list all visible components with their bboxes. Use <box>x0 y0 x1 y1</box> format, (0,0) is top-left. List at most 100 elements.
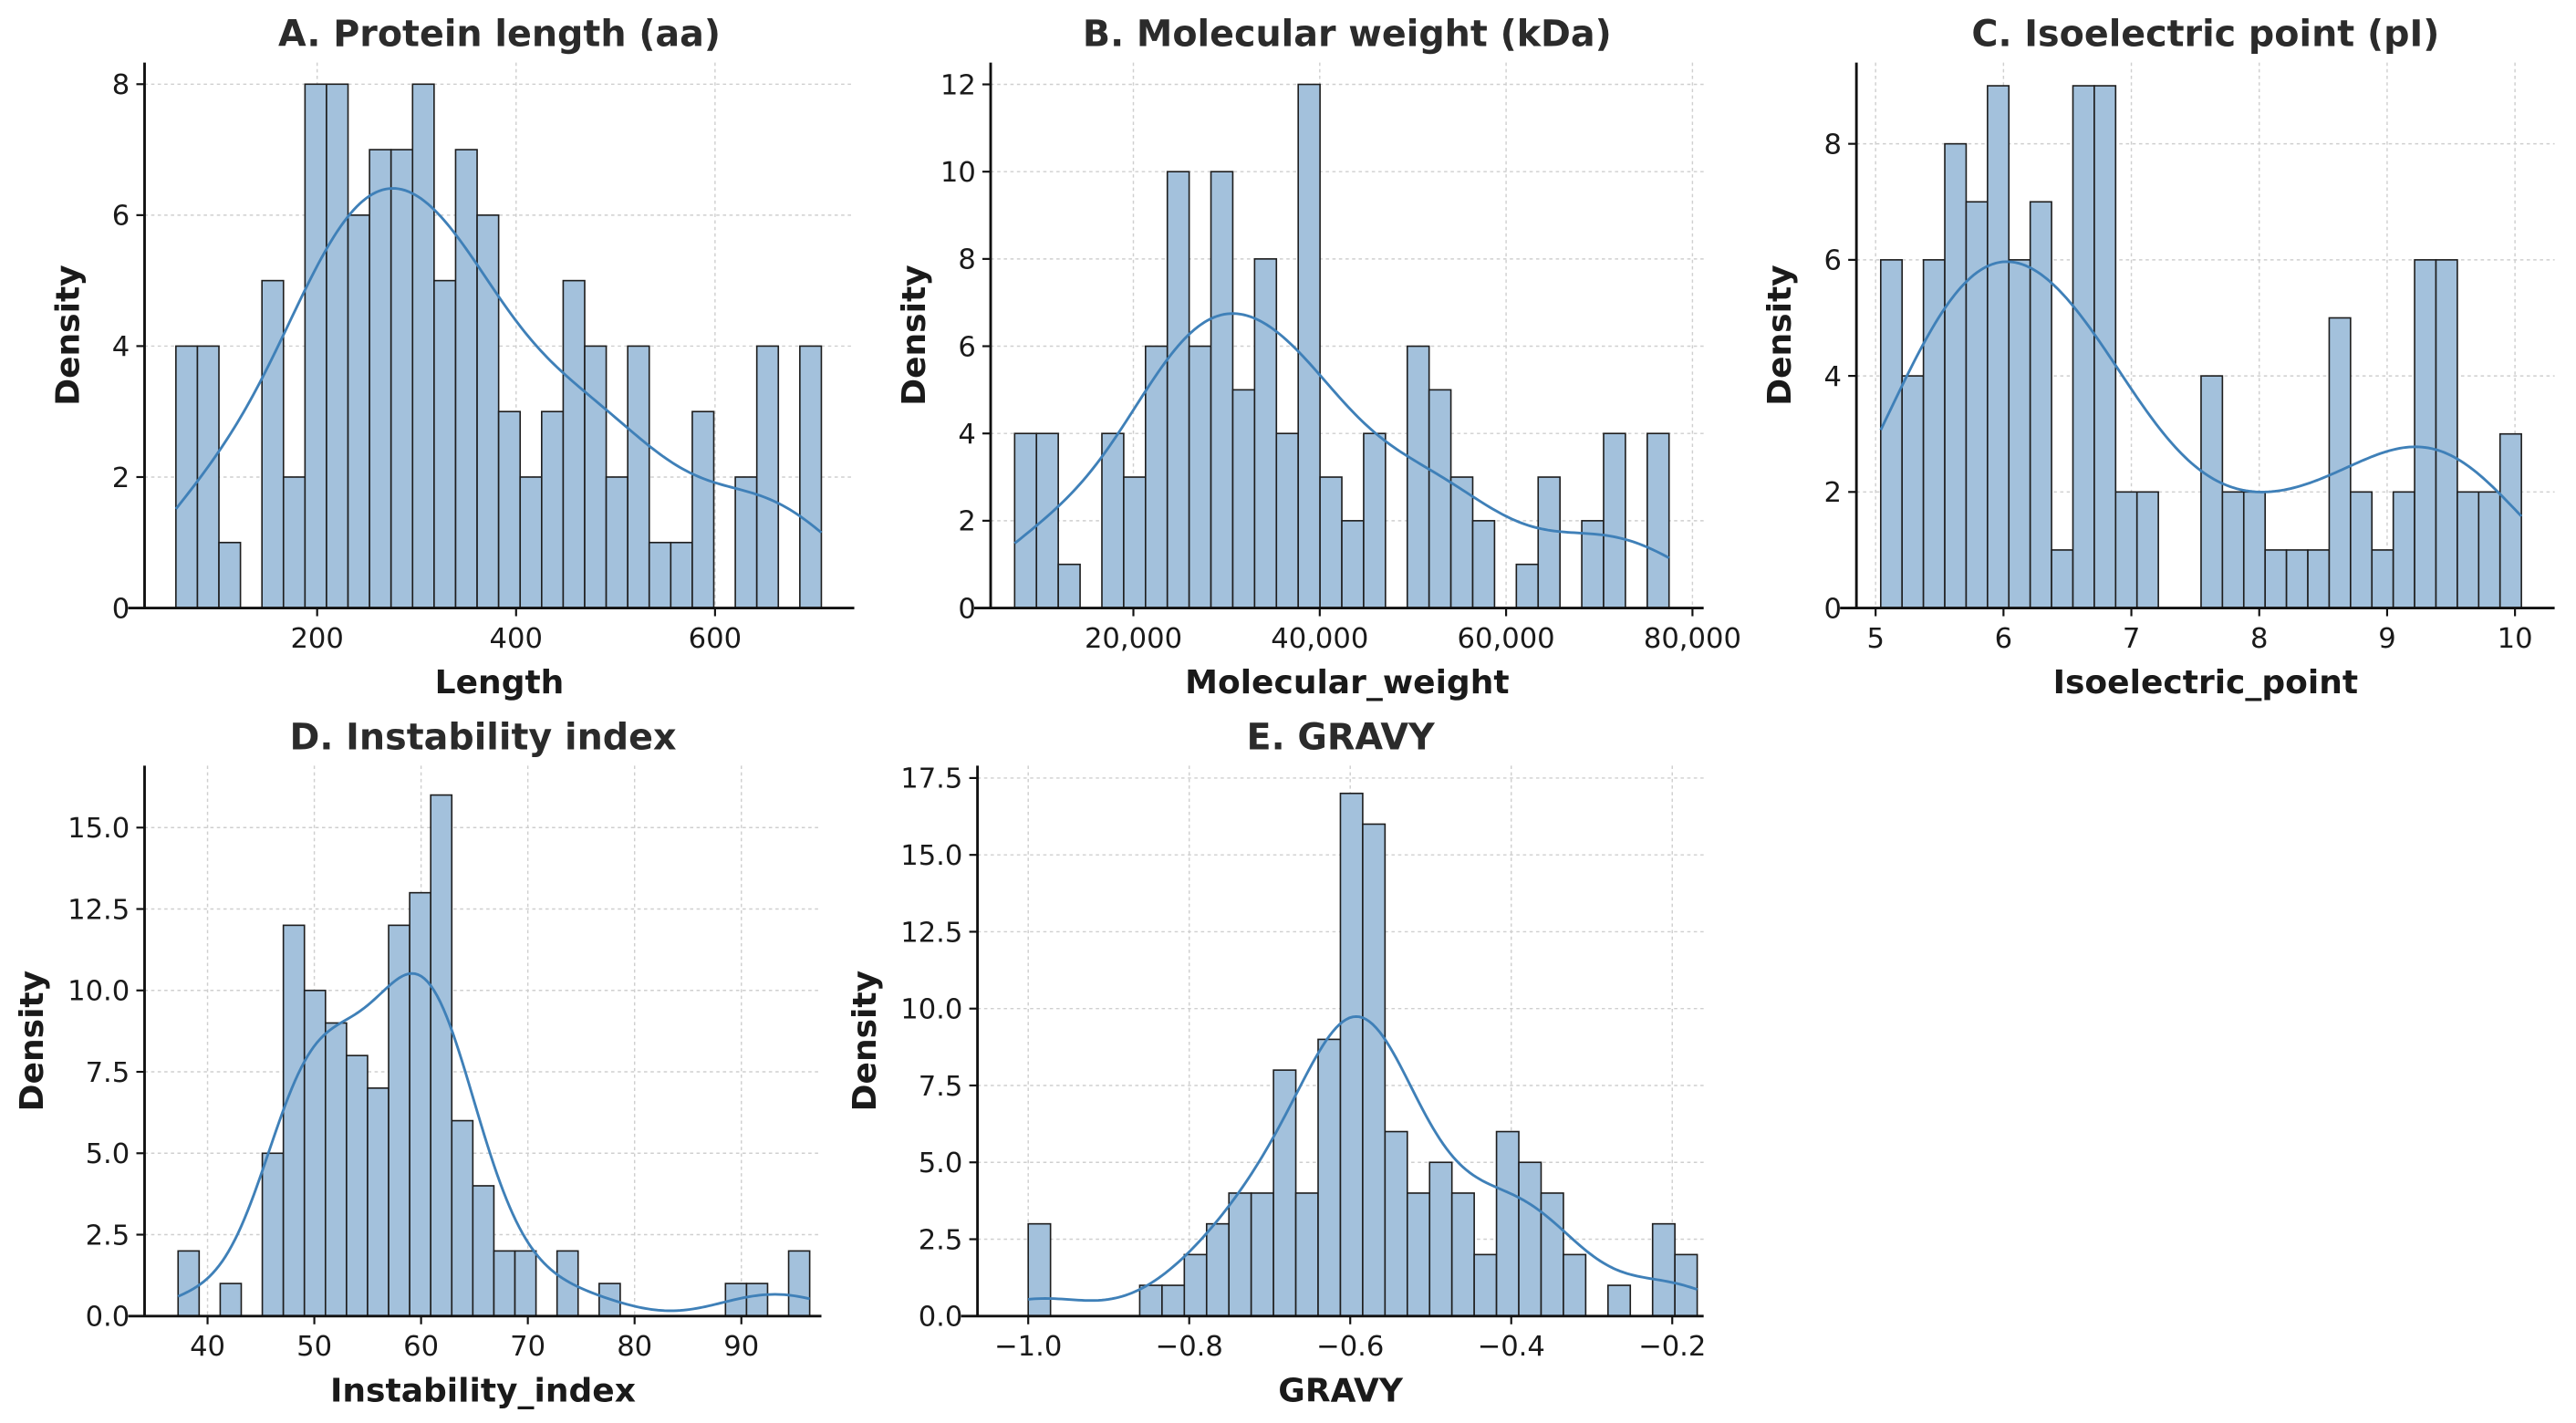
histogram-panel-5: −1.0 −0.8 −0.6 −0.4 −0.2 0.0 2.5 5.0 7.5 10.0 12.5… <box>847 716 1706 1409</box>
y-tick-label: 6 <box>1823 245 1841 277</box>
y-tick-label: 10 <box>940 157 976 189</box>
histogram-bar <box>1563 1253 1587 1317</box>
histogram-bar <box>2264 549 2288 609</box>
histogram-bar <box>691 410 715 609</box>
chart-title: C. Isoelectric point (pI) <box>1971 14 2439 56</box>
histogram-bar <box>175 345 199 609</box>
y-tick-label: 15.0 <box>68 813 130 845</box>
histogram-bar <box>1123 476 1147 609</box>
histogram-bar <box>411 83 435 609</box>
y-tick-label: 2 <box>1823 477 1841 509</box>
x-tick-label: 9 <box>2378 623 2395 655</box>
histogram-bar <box>2029 201 2052 609</box>
histogram-bar <box>1035 432 1059 609</box>
histogram-bar <box>1250 1192 1274 1317</box>
y-tick-label: 6 <box>958 331 975 363</box>
x-tick-label: 40 <box>190 1331 225 1363</box>
histogram-bar <box>2093 85 2117 609</box>
histogram-bar <box>261 279 285 609</box>
histogram-bar <box>1384 1130 1408 1317</box>
histogram-bar <box>1646 432 1670 609</box>
histogram-bar <box>304 83 327 609</box>
x-tick-label: 20,000 <box>1085 623 1182 655</box>
y-axis-label: Density <box>49 265 87 405</box>
y-tick-label: 7.5 <box>919 1071 963 1103</box>
x-tick-label: 70 <box>510 1331 545 1363</box>
y-tick-label: 0.0 <box>919 1302 963 1334</box>
y-axis-label: Density <box>896 265 933 405</box>
y-tick-label: 8 <box>958 244 975 276</box>
histogram-bar <box>346 1054 369 1317</box>
x-tick-label: 40,000 <box>1271 623 1368 655</box>
histogram-bar <box>2498 432 2522 609</box>
y-tick-label: 8 <box>1823 129 1841 161</box>
histogram-bar <box>1965 201 1989 609</box>
histogram-bar <box>2242 491 2267 609</box>
histogram-bar <box>2114 491 2138 609</box>
histogram-bar <box>218 541 242 609</box>
histogram-bar <box>519 476 543 609</box>
histogram-bar <box>605 476 628 609</box>
histogram-bar <box>584 345 608 609</box>
x-axis-label: GRAVY <box>1278 1372 1404 1409</box>
histogram-bar <box>1540 1192 1564 1317</box>
histogram-bar <box>472 1185 495 1317</box>
histogram-bar <box>493 1250 516 1317</box>
histogram-bar <box>1651 1222 1676 1317</box>
x-tick-label: 60 <box>403 1331 439 1363</box>
x-tick-label: 10 <box>2498 623 2533 655</box>
histogram-bar <box>347 214 370 609</box>
histogram-bar <box>282 924 306 1317</box>
y-axis-label: Density <box>1761 265 1799 405</box>
histogram-bar <box>390 149 414 609</box>
histogram-bar <box>1471 520 1496 609</box>
histogram-bar <box>1231 389 1256 609</box>
histogram-bar <box>1183 1253 1208 1317</box>
y-tick-label: 12 <box>940 69 976 101</box>
y-tick-label: 0 <box>958 593 975 625</box>
x-tick-label: 400 <box>490 623 543 655</box>
histogram-bar <box>1205 1222 1231 1317</box>
histogram-panel-2: 20,000 40,000 60,000 80,000 0 2 4 6 8 10 12 B. Mole… <box>896 14 1741 702</box>
histogram-bar <box>1057 563 1081 609</box>
histogram-bar <box>1339 792 1364 1317</box>
histogram-bar <box>1428 1161 1453 1317</box>
histogram-bar <box>1450 1192 1475 1317</box>
histogram-bar <box>219 1283 243 1317</box>
x-axis-label: Isoelectric_point <box>2053 664 2359 701</box>
histogram-bar <box>324 1022 348 1317</box>
y-tick-label: 2 <box>958 506 975 538</box>
x-tick-label: 50 <box>296 1331 332 1363</box>
histogram-bar <box>562 279 586 609</box>
histogram-bar <box>1537 476 1561 609</box>
histogram-bar <box>2072 85 2095 609</box>
histogram-bar <box>2200 375 2224 609</box>
histogram-bar <box>261 1152 285 1317</box>
histogram-bar <box>1166 171 1190 609</box>
histogram-bar <box>734 476 758 609</box>
histogram-bar <box>1188 345 1212 609</box>
histogram-bar <box>1341 520 1365 609</box>
kde-curve <box>177 971 810 1313</box>
histogram-bar <box>2221 491 2245 609</box>
y-tick-label: 2.5 <box>919 1224 963 1256</box>
histogram-bar <box>1362 823 1387 1317</box>
y-tick-label: 12.5 <box>900 917 962 949</box>
histogram-bar <box>2328 317 2352 609</box>
y-tick-label: 0 <box>112 593 130 625</box>
histogram-bar <box>1879 259 1904 609</box>
histogram-bar <box>799 345 823 609</box>
x-axis-label: Molecular_weight <box>1185 664 1509 701</box>
histogram-bar <box>367 1087 390 1317</box>
histogram-bar <box>303 989 327 1317</box>
kde-curve <box>1879 260 2523 517</box>
histogram-bar <box>409 891 432 1317</box>
y-tick-label: 5.0 <box>86 1138 130 1170</box>
chart-title: D. Instability index <box>289 716 676 758</box>
histogram-bar <box>755 345 780 609</box>
histogram-bar <box>1297 83 1321 609</box>
histogram-bar <box>2285 549 2309 609</box>
y-tick-label: 2.5 <box>86 1220 130 1252</box>
x-tick-label: 60,000 <box>1458 623 1555 655</box>
histogram-bar <box>1518 1161 1542 1317</box>
